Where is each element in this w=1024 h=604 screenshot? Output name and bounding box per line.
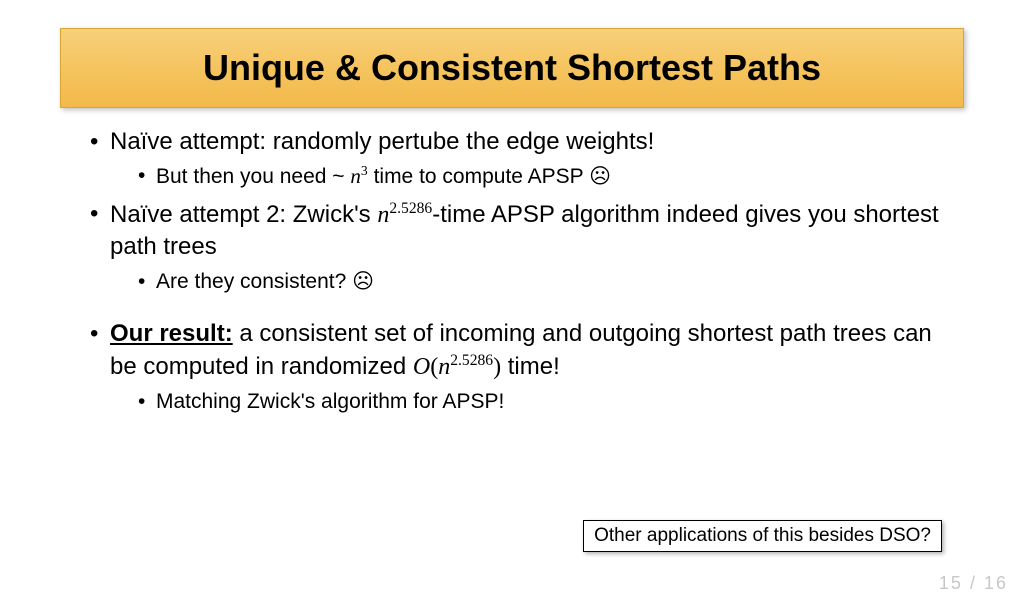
slide-title: Unique & Consistent Shortest Paths <box>71 47 953 89</box>
math-O: O <box>413 354 430 380</box>
math-lparen: ( <box>430 354 438 380</box>
slide-body: Naïve attempt: randomly pertube the edge… <box>90 126 954 416</box>
bullet-naive-2: Naïve attempt 2: Zwick's n2.5286-time AP… <box>90 198 954 296</box>
slide-title-bar: Unique & Consistent Shortest Paths <box>60 28 964 108</box>
bullet-text: Naïve attempt: randomly pertube the edge… <box>110 128 654 155</box>
bullet-naive-1-sub: But then you need ~ n3 time to compute A… <box>138 162 954 191</box>
text: time to compute APSP ☹ <box>368 165 611 188</box>
text: But then you need ~ <box>156 165 350 188</box>
callout-box: Other applications of this besides DSO? <box>583 520 942 552</box>
our-result-label: Our result: <box>110 320 233 347</box>
page-number: 15 / 16 <box>939 573 1008 594</box>
page-current: 15 <box>939 573 963 593</box>
math-rparen: ) <box>493 354 501 380</box>
math-n: n <box>350 164 361 188</box>
text: Naïve attempt 2: Zwick's <box>110 201 377 228</box>
bullet-our-result: Our result: a consistent set of incoming… <box>90 318 954 416</box>
text: Matching Zwick's algorithm for APSP! <box>156 390 504 413</box>
page-total: 16 <box>984 573 1008 593</box>
math-n: n <box>377 202 389 228</box>
math-exp: 2.5286 <box>450 352 493 369</box>
text: Are they consistent? ☹ <box>156 270 374 293</box>
page-sep: / <box>963 573 984 593</box>
callout-text: Other applications of this besides DSO? <box>594 525 931 546</box>
math-n: n <box>438 354 450 380</box>
bullet-our-result-sub: Matching Zwick's algorithm for APSP! <box>138 388 954 416</box>
text: time! <box>501 353 560 380</box>
math-exp: 2.5286 <box>389 200 432 217</box>
bullet-naive-2-sub: Are they consistent? ☹ <box>138 268 954 296</box>
math-exp: 3 <box>361 163 368 178</box>
bullet-naive-1: Naïve attempt: randomly pertube the edge… <box>90 126 954 192</box>
